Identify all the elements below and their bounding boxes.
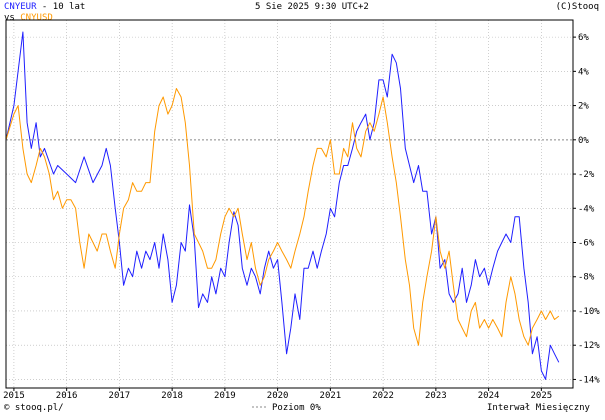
- x-tick-label: 2025: [531, 391, 553, 401]
- plot-frame: [5, 19, 574, 389]
- series2-name[interactable]: CNYUSD: [20, 13, 53, 23]
- x-tick-label: 2019: [214, 391, 236, 401]
- y-tick-label: 6%: [578, 33, 589, 43]
- x-tick-label: 2022: [372, 391, 394, 401]
- axes: [5, 19, 576, 391]
- title-suffix: - 10 lat: [36, 2, 86, 12]
- interval-label: Interwał Miesięczny: [487, 403, 591, 413]
- x-tick-label: 2016: [56, 391, 78, 401]
- comparison-label: vs CNYUSD: [4, 13, 53, 24]
- reference-legend-label: Poziom 0%: [272, 403, 321, 413]
- x-tick-label: 2021: [320, 391, 342, 401]
- copyright-label: (C)Stooq: [555, 2, 599, 12]
- series-layer: [5, 31, 560, 380]
- y-tick-label: 2%: [578, 102, 589, 112]
- y-tick-label: 4%: [578, 67, 589, 77]
- series1-name[interactable]: CNYEUR: [4, 2, 37, 12]
- y-tick-label: -10%: [578, 307, 600, 317]
- chart-title: CNYEUR - 10 lat: [4, 2, 85, 13]
- y-tick-label: 0%: [578, 136, 589, 146]
- y-tick-label: -6%: [578, 239, 595, 249]
- tick-labels: 6% 4% 2% 0% -2% -4% -6% -8% -10% -12% -14% 2015 2016…: [3, 33, 600, 401]
- y-tick-label: -12%: [578, 341, 600, 351]
- x-tick-label: 2017: [109, 391, 131, 401]
- y-tick-label: -8%: [578, 273, 595, 283]
- y-tick-label: -2%: [578, 170, 595, 180]
- y-tick-label: -4%: [578, 204, 595, 214]
- chart-footer: © stooq.pl/ Poziom 0% Interwał Miesięczn…: [4, 403, 591, 413]
- source-link[interactable]: © stooq.pl/: [4, 403, 64, 413]
- y-tick-label: -14%: [578, 375, 600, 385]
- chart-datetime: 5 Sie 2025 9:30 UTC+2: [255, 2, 369, 12]
- x-tick-label: 2023: [425, 391, 447, 401]
- x-tick-label: 2024: [478, 391, 500, 401]
- series-line-cnyeur: [5, 31, 560, 380]
- series-line-cnyusd: [5, 88, 560, 346]
- x-tick-label: 2020: [267, 391, 289, 401]
- vs-label: vs: [4, 13, 21, 23]
- x-tick-label: 2018: [161, 391, 183, 401]
- x-tick-label: 2015: [3, 391, 25, 401]
- grid-lines: [6, 20, 573, 388]
